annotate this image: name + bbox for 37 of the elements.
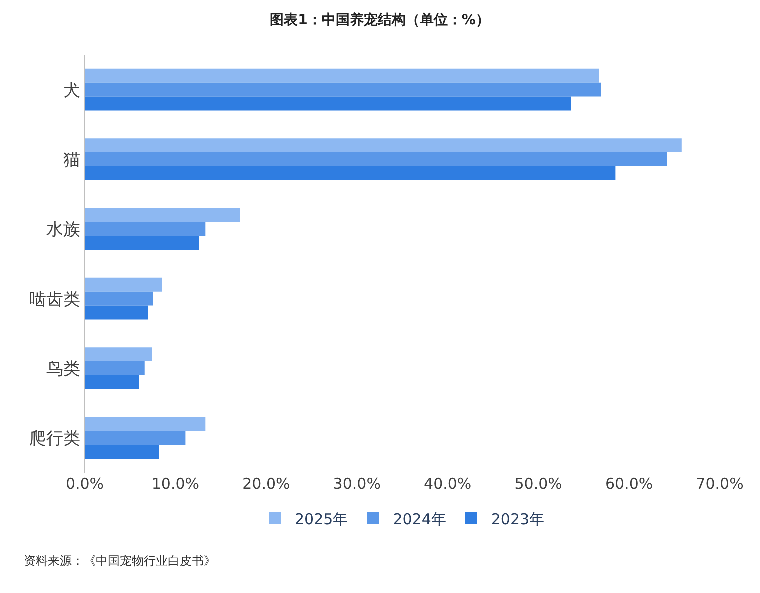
chart-title: 图表1：中国养宠结构（单位：%）	[270, 12, 490, 29]
bar	[85, 431, 186, 446]
bar	[85, 278, 162, 292]
bar	[85, 166, 616, 180]
bar	[85, 236, 200, 250]
bar	[85, 445, 160, 460]
y-tick-label: 鸟类	[46, 359, 81, 380]
bar	[85, 306, 148, 320]
bar	[85, 417, 206, 432]
bar	[85, 138, 682, 153]
x-tick-label: 30.0%	[333, 475, 381, 493]
x-tick-label: 0.0%	[66, 475, 104, 493]
bar	[85, 208, 240, 222]
x-tick-label: 70.0%	[696, 475, 744, 493]
y-tick-label: 水族	[46, 220, 81, 240]
legend-label: 2023年	[491, 510, 545, 528]
y-tick-label: 猫	[64, 150, 81, 170]
x-tick-label: 40.0%	[424, 475, 472, 493]
x-tick-label: 10.0%	[152, 475, 200, 493]
text: 资料来源：《中国宠物行业白皮书》	[24, 554, 216, 568]
legend-label: 2025年	[295, 510, 348, 528]
bar	[85, 375, 140, 390]
y-tick-label: 啮齿类	[30, 290, 81, 310]
y-tick-label: 爬行类	[30, 429, 81, 450]
bar	[85, 362, 145, 376]
bar	[85, 82, 602, 97]
bar	[85, 348, 152, 362]
x-tick-label: 20.0%	[242, 475, 290, 493]
legend-label: 2024年	[393, 510, 446, 528]
bar	[85, 292, 154, 306]
x-tick-label: 50.0%	[514, 475, 562, 493]
x-tick-label: 60.0%	[605, 475, 654, 493]
bar	[85, 222, 206, 236]
bar	[85, 152, 668, 166]
bar	[85, 68, 600, 83]
bar	[85, 96, 572, 111]
y-tick-label: 犬	[64, 80, 81, 101]
